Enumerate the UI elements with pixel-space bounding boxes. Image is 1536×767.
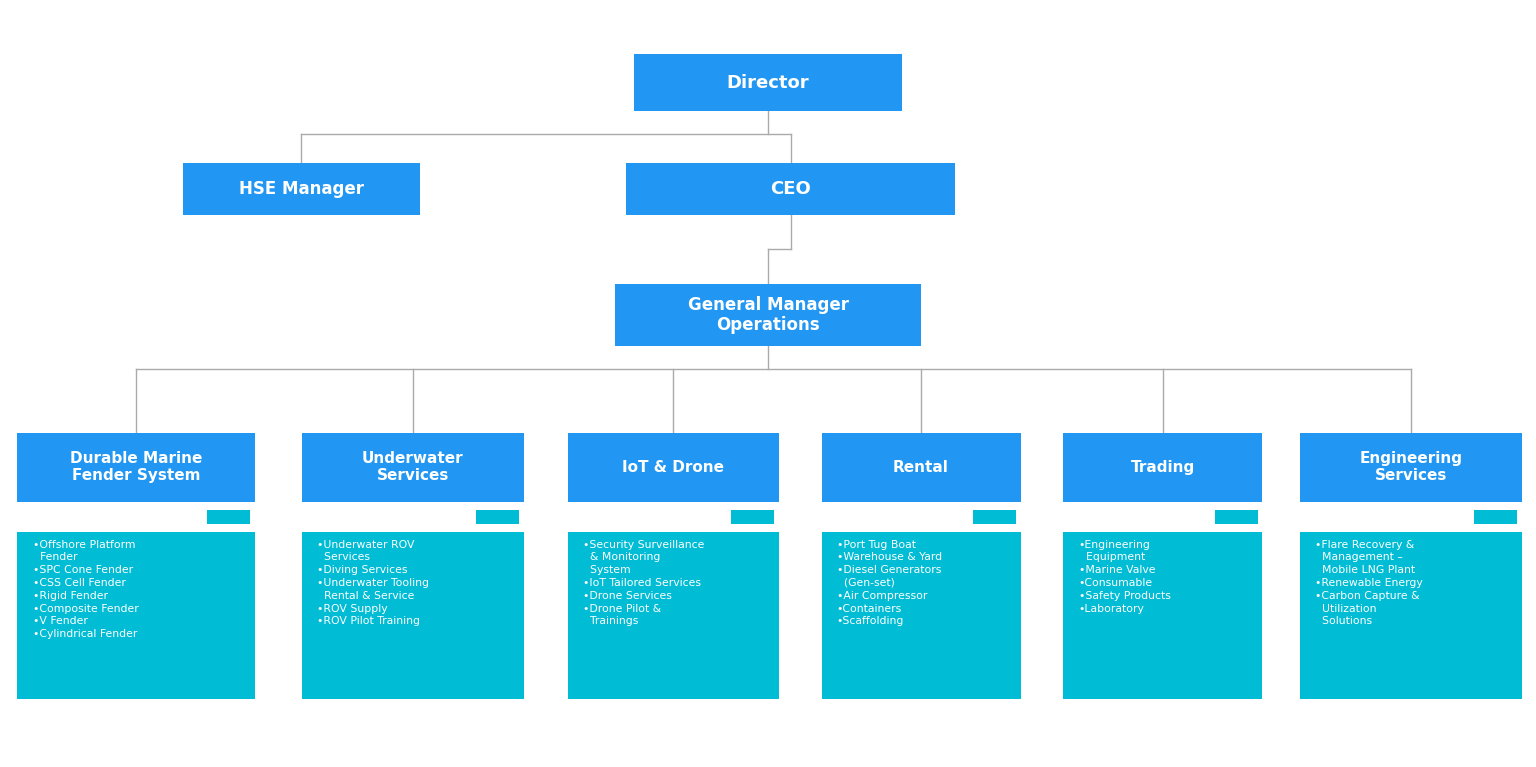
- Text: Trading: Trading: [1130, 459, 1195, 475]
- Text: HSE Manager: HSE Manager: [238, 180, 364, 199]
- Text: General Manager
Operations: General Manager Operations: [688, 295, 848, 334]
- Text: Durable Marine
Fender System: Durable Marine Fender System: [69, 451, 203, 483]
- Text: •Engineering
  Equipment
•Marine Valve
•Consumable
•Safety Products
•Laboratory: •Engineering Equipment •Marine Valve •Co…: [1078, 540, 1170, 614]
- FancyBboxPatch shape: [1063, 433, 1263, 502]
- Text: Rental: Rental: [892, 459, 949, 475]
- FancyBboxPatch shape: [303, 532, 524, 700]
- FancyBboxPatch shape: [974, 510, 1015, 524]
- FancyBboxPatch shape: [17, 532, 255, 700]
- FancyBboxPatch shape: [822, 532, 1020, 700]
- Text: Underwater
Services: Underwater Services: [362, 451, 464, 483]
- Text: •Flare Recovery &
  Management –
  Mobile LNG Plant
•Renewable Energy
•Carbon Ca: •Flare Recovery & Management – Mobile LN…: [1315, 540, 1422, 627]
- FancyBboxPatch shape: [567, 532, 779, 700]
- Text: CEO: CEO: [771, 180, 811, 199]
- FancyBboxPatch shape: [614, 284, 922, 346]
- FancyBboxPatch shape: [207, 510, 250, 524]
- FancyBboxPatch shape: [731, 510, 774, 524]
- Text: •Offshore Platform
  Fender
•SPC Cone Fender
•CSS Cell Fender
•Rigid Fender
•Com: •Offshore Platform Fender •SPC Cone Fend…: [32, 540, 138, 639]
- FancyBboxPatch shape: [1299, 532, 1522, 700]
- FancyBboxPatch shape: [634, 54, 902, 111]
- FancyBboxPatch shape: [17, 433, 255, 502]
- FancyBboxPatch shape: [1215, 510, 1258, 524]
- FancyBboxPatch shape: [183, 163, 419, 216]
- Text: •Underwater ROV
  Services
•Diving Services
•Underwater Tooling
  Rental & Servi: •Underwater ROV Services •Diving Service…: [318, 540, 429, 627]
- FancyBboxPatch shape: [476, 510, 519, 524]
- FancyBboxPatch shape: [567, 433, 779, 502]
- Text: IoT & Drone: IoT & Drone: [622, 459, 723, 475]
- FancyBboxPatch shape: [303, 433, 524, 502]
- Text: •Port Tug Boat
•Warehouse & Yard
•Diesel Generators
  (Gen-set)
•Air Compressor
: •Port Tug Boat •Warehouse & Yard •Diesel…: [837, 540, 942, 627]
- FancyBboxPatch shape: [627, 163, 955, 216]
- FancyBboxPatch shape: [822, 433, 1020, 502]
- FancyBboxPatch shape: [1063, 532, 1263, 700]
- FancyBboxPatch shape: [1299, 433, 1522, 502]
- Text: Engineering
Services: Engineering Services: [1359, 451, 1462, 483]
- Text: •Security Surveillance
  & Monitoring
  System
•IoT Tailored Services
•Drone Ser: •Security Surveillance & Monitoring Syst…: [582, 540, 703, 627]
- FancyBboxPatch shape: [1475, 510, 1518, 524]
- Text: Director: Director: [727, 74, 809, 92]
